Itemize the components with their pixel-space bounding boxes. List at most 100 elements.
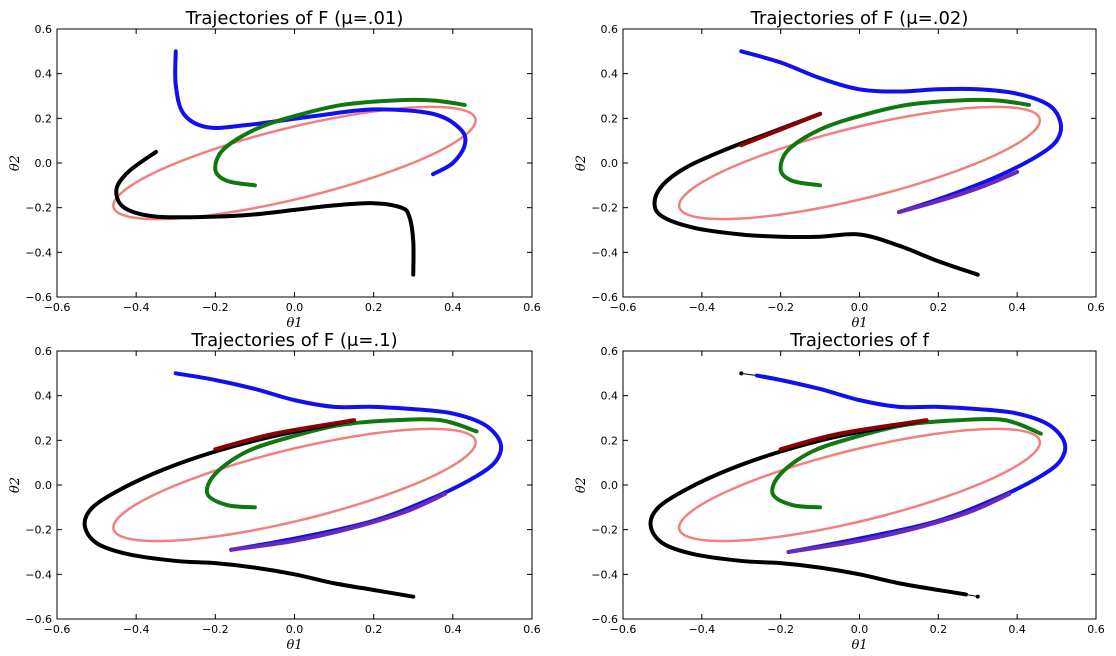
trajectory-green — [213, 97, 467, 188]
y-tick-label: 0.6 — [601, 345, 619, 358]
x-tick-label: 0.0 — [851, 623, 869, 636]
y-tick-label: −0.6 — [25, 613, 52, 626]
y-tick-label: −0.4 — [25, 246, 52, 259]
x-axis-label: θ1 — [286, 638, 302, 653]
thin-segment — [741, 372, 758, 377]
plot-area — [112, 49, 477, 277]
axes-frame — [56, 28, 533, 298]
y-tick-label: 0.6 — [601, 23, 619, 36]
y-tick-label: 0.6 — [35, 23, 53, 36]
x-axis-label: θ1 — [286, 316, 302, 331]
y-tick-label: 0.0 — [35, 479, 53, 492]
x-tick-label: −0.6 — [44, 301, 71, 314]
x-tick-label: 0.2 — [365, 301, 383, 314]
x-tick-label: −0.4 — [123, 623, 150, 636]
y-tick-label: 0.4 — [35, 390, 53, 403]
limit-cycle-ellipse — [677, 427, 1042, 543]
y-tick-label: 0.6 — [35, 345, 53, 358]
y-tick-label: −0.4 — [591, 568, 618, 581]
trajectory-green — [204, 417, 479, 510]
subplot-title: Trajectories of F (μ=.02) — [750, 8, 969, 29]
y-tick-label: −0.6 — [591, 291, 618, 304]
subplot-mu-01: −0.6 −0.4 −0.2 0.0 0.2 0.4 0.6 0.6 0.4 0.2 0.0 −0.2… — [8, 330, 541, 653]
x-tick-label: 0.0 — [286, 623, 304, 636]
y-tick-label: 0.2 — [35, 112, 53, 125]
subplot-mu-001: −0.6 −0.4 −0.2 0.0 0.2 0.4 0.6 0.6 0.4 0.2 0.0 −0.2… — [8, 8, 541, 331]
trajectory-purple — [896, 169, 1020, 215]
x-axis-label: θ1 — [851, 316, 867, 331]
y-axis-label: θ2 — [8, 477, 23, 493]
x-tick-label: 0.4 — [1008, 301, 1026, 314]
subplot-title: Trajectories of F (μ=.1) — [190, 330, 397, 351]
y-axis-label: θ2 — [574, 155, 589, 171]
trajectory-blue — [173, 49, 468, 177]
y-tick-label: −0.6 — [591, 613, 618, 626]
trajectory-purple — [229, 491, 447, 552]
y-tick-label: 0.0 — [601, 157, 619, 170]
limit-cycle-ellipse — [677, 105, 1042, 221]
plot-area — [652, 49, 1064, 277]
x-tick-label: −0.6 — [610, 301, 637, 314]
x-tick-label: 0.2 — [930, 623, 948, 636]
subplot-title: Trajectories of f — [789, 330, 929, 351]
y-tick-label: 0.2 — [601, 434, 619, 447]
x-tick-label: 0.6 — [523, 301, 541, 314]
x-tick-label: 0.0 — [851, 301, 869, 314]
trajectory-black — [114, 149, 416, 277]
x-tick-label: −0.6 — [44, 623, 71, 636]
subplot-f: −0.6 −0.4 −0.2 0.0 0.2 0.4 0.6 0.6 0.4 0.2 0.0 −0.2… — [574, 330, 1105, 653]
x-tick-label: 0.4 — [1008, 623, 1026, 636]
x-tick-label: 0.4 — [444, 623, 462, 636]
start-marker — [975, 594, 980, 599]
x-tick-label: 0.4 — [444, 301, 462, 314]
x-tick-label: 0.0 — [286, 301, 304, 314]
y-tick-label: 0.4 — [601, 68, 619, 81]
subplot-mu-002: −0.6 −0.4 −0.2 0.0 0.2 0.4 0.6 0.6 0.4 0.2 0.0 −0.2… — [574, 8, 1105, 331]
x-tick-label: −0.2 — [767, 301, 794, 314]
trajectory-black — [652, 111, 980, 277]
x-tick-label: 0.6 — [1087, 623, 1105, 636]
y-axis-label: θ2 — [8, 155, 23, 171]
x-tick-label: −0.4 — [688, 623, 715, 636]
x-tick-label: −0.2 — [202, 301, 229, 314]
trajectory-red — [213, 418, 356, 452]
x-tick-label: −0.4 — [688, 301, 715, 314]
y-tick-label: −0.6 — [25, 291, 52, 304]
x-tick-label: 0.6 — [523, 623, 541, 636]
y-tick-label: −0.2 — [25, 524, 52, 537]
y-tick-label: −0.2 — [591, 202, 618, 215]
y-tick-label: −0.2 — [25, 202, 52, 215]
x-tick-label: −0.2 — [202, 623, 229, 636]
y-tick-label: −0.4 — [25, 568, 52, 581]
y-tick-label: 0.2 — [35, 434, 53, 447]
y-axis-label: θ2 — [574, 477, 589, 493]
limit-cycle-ellipse — [112, 427, 477, 543]
trajectory-blue — [739, 49, 1064, 215]
limit-cycle-ellipse — [112, 105, 477, 221]
subplot-title: Trajectories of F (μ=.01) — [185, 8, 404, 29]
y-tick-label: −0.2 — [591, 524, 618, 537]
trajectory-black — [82, 418, 416, 599]
y-tick-label: 0.4 — [35, 68, 53, 81]
y-tick-label: 0.0 — [35, 157, 53, 170]
x-axis-label: θ1 — [851, 638, 867, 653]
trajectory-green — [778, 97, 1031, 188]
y-tick-label: 0.0 — [601, 479, 619, 492]
y-tick-label: −0.4 — [591, 246, 618, 259]
y-tick-label: 0.2 — [601, 112, 619, 125]
plot-area — [82, 371, 504, 599]
trajectory-green — [770, 417, 1043, 510]
trajectory-blue — [173, 371, 504, 552]
x-tick-label: 0.2 — [930, 301, 948, 314]
plot-area — [648, 371, 1068, 599]
y-tick-label: 0.4 — [601, 390, 619, 403]
x-tick-label: −0.6 — [610, 623, 637, 636]
trajectory-red — [778, 418, 929, 452]
trajectory-purple — [786, 491, 1012, 554]
trajectory-black — [648, 418, 968, 597]
x-tick-label: 0.6 — [1087, 301, 1105, 314]
trajectory-red — [739, 111, 823, 148]
x-tick-label: −0.4 — [123, 301, 150, 314]
x-tick-label: 0.2 — [365, 623, 383, 636]
